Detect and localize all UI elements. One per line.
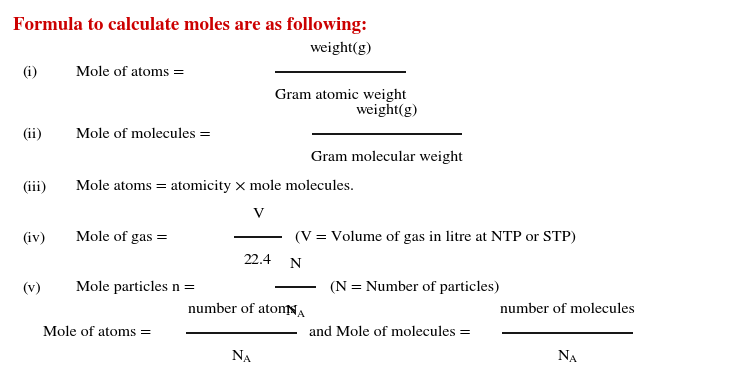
Text: Gram atomic weight: Gram atomic weight [274,89,406,102]
Text: (iii): (iii) [23,180,47,193]
Text: (v): (v) [23,280,41,294]
Text: (V = Volume of gas in litre at NTP or STP): (V = Volume of gas in litre at NTP or ST… [295,231,576,244]
Text: Mole of atoms =: Mole of atoms = [76,65,184,79]
Text: $\mathregular{N_A}$: $\mathregular{N_A}$ [231,349,253,365]
Text: V: V [252,207,264,221]
Text: (i): (i) [23,65,38,79]
Text: Mole of gas =: Mole of gas = [76,231,168,244]
Text: (ii): (ii) [23,127,42,141]
Text: number of atoms: number of atoms [188,303,296,316]
Text: weight(g): weight(g) [356,104,418,117]
Text: Mole particles n =: Mole particles n = [76,280,196,294]
Text: Gram molecular weight: Gram molecular weight [311,150,463,164]
Text: (N = Number of particles): (N = Number of particles) [329,280,499,294]
Text: Mole atoms = atomicity × mole molecules.: Mole atoms = atomicity × mole molecules. [76,180,354,193]
Text: (iv): (iv) [23,231,46,244]
Text: Mole of molecules =: Mole of molecules = [76,127,211,141]
Text: and Mole of molecules =: and Mole of molecules = [308,326,470,339]
Text: weight(g): weight(g) [309,42,371,55]
Text: N: N [290,257,302,270]
Text: Mole of atoms =: Mole of atoms = [43,326,150,339]
Text: $\mathregular{N_A}$: $\mathregular{N_A}$ [556,349,578,365]
Text: Formula to calculate moles are as following:: Formula to calculate moles are as follow… [13,17,367,34]
Text: 22.4: 22.4 [244,254,272,267]
Text: number of molecules: number of molecules [500,303,635,316]
Text: $\mathregular{N_A}$: $\mathregular{N_A}$ [284,304,306,320]
